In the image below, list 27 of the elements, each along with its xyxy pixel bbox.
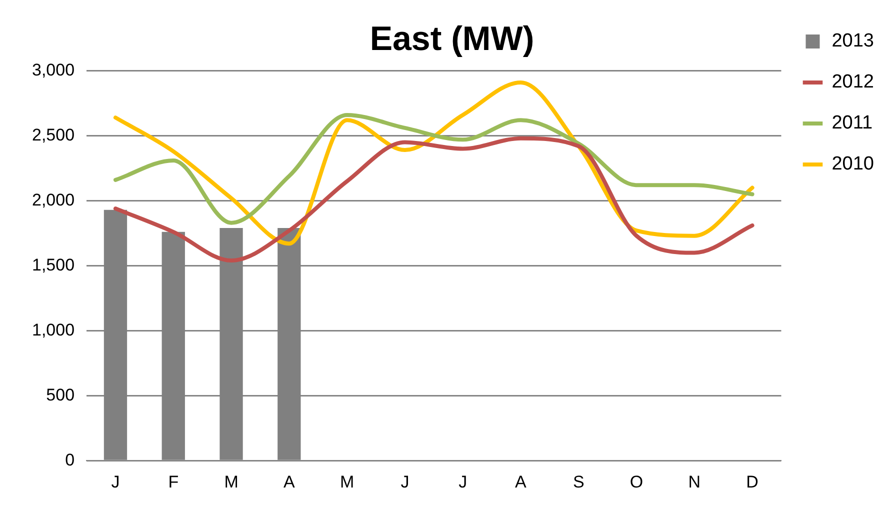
line-series [113, 112, 754, 225]
x-tick-label: F [168, 472, 179, 492]
y-tick-label: 1,500 [32, 255, 75, 274]
x-tick-label: M [224, 472, 238, 492]
chart-title: East (MW) [370, 20, 534, 58]
x-tick-label: M [340, 472, 354, 492]
y-tick-label: 500 [46, 385, 75, 404]
y-tick-label: 2,500 [32, 125, 75, 144]
legend-label: 2012 [832, 72, 874, 93]
y-tick-label: 1,000 [32, 320, 75, 340]
y-tick-label: 2,000 [32, 190, 75, 210]
y-tick-label: 3,000 [32, 60, 75, 80]
x-tick-label: N [688, 472, 701, 492]
x-tick-label: J [111, 472, 120, 492]
x-tick-label: D [746, 472, 758, 492]
x-tick-label: A [283, 472, 296, 492]
x-tick-label: O [630, 472, 644, 492]
legend-label: 2013 [832, 30, 874, 52]
legend-label: 2010 [832, 154, 874, 175]
legend-label: 2011 [832, 112, 873, 134]
x-tick-label: S [572, 472, 584, 492]
line-series [113, 136, 754, 263]
y-tick-label: 0 [65, 450, 75, 470]
line-series [113, 80, 754, 246]
x-tick-label: A [515, 472, 528, 492]
x-tick-label: J [400, 472, 410, 492]
x-tick-label: J [458, 472, 468, 492]
